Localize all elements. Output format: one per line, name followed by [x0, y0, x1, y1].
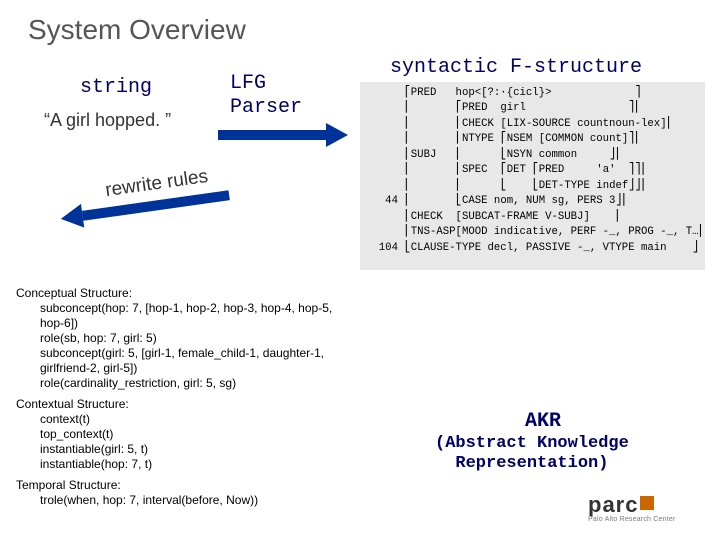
akr-line: role(sb, hop: 7, girl: 5)	[16, 331, 356, 346]
akr-line: instantiable(girl: 5, t)	[16, 442, 356, 457]
akr-line: instantiable(hop: 7, t)	[16, 457, 356, 472]
akr-line: subconcept(hop: 7, [hop-1, hop-2, hop-3,…	[16, 301, 356, 331]
string-label: string	[80, 76, 152, 99]
akr-structures: Conceptual Structure:subconcept(hop: 7, …	[16, 280, 356, 505]
akr-line: trole(when, hop: 7, interval(before, Now…	[16, 493, 356, 508]
akr-section-head: Temporal Structure:	[16, 478, 356, 493]
akr-section-head: Contextual Structure:	[16, 397, 356, 412]
akr-heading: AKR	[525, 410, 561, 433]
syntactic-fstructure-label: syntactic F-structure	[390, 56, 642, 79]
akr-subheading: (Abstract Knowledge Representation)	[435, 434, 629, 475]
example-sentence: “A girl hopped. ”	[44, 110, 171, 131]
parc-square-icon	[640, 496, 654, 510]
parc-tagline: Palo Alto Research Center	[588, 516, 698, 523]
arrow-right-icon	[218, 128, 348, 142]
akr-line: role(cardinality_restriction, girl: 5, s…	[16, 376, 356, 391]
parc-logo: parc Palo Alto Research Center	[588, 492, 698, 526]
akr-line: subconcept(girl: 5, [girl-1, female_chil…	[16, 346, 356, 376]
akr-line: top_context(t)	[16, 427, 356, 442]
slide-title: System Overview	[28, 14, 246, 46]
akr-section-head: Conceptual Structure:	[16, 286, 356, 301]
fstructure-panel: ⎡PRED hop<[?:·{cicl}> ⎤ ⎢ ⎡PRED girl ⎤⎢ …	[360, 82, 705, 270]
akr-line: context(t)	[16, 412, 356, 427]
lfg-parser-label: LFG Parser	[230, 72, 302, 120]
parc-logo-text: parc	[588, 492, 638, 518]
